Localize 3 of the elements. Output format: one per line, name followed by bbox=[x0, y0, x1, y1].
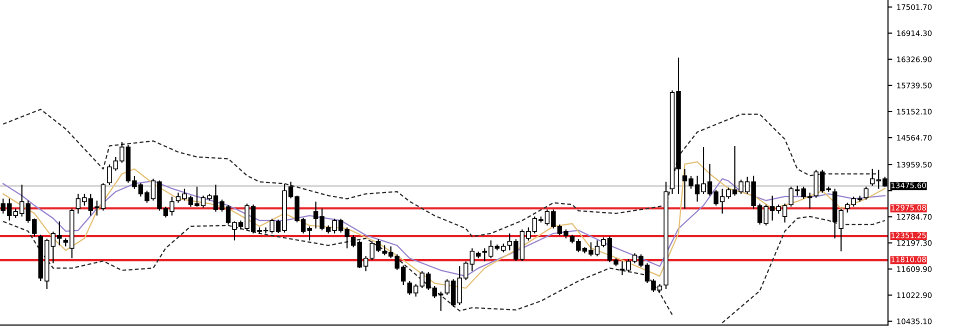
line-series bbox=[2, 178, 886, 277]
line-series bbox=[2, 220, 673, 316]
line-series bbox=[2, 161, 886, 289]
